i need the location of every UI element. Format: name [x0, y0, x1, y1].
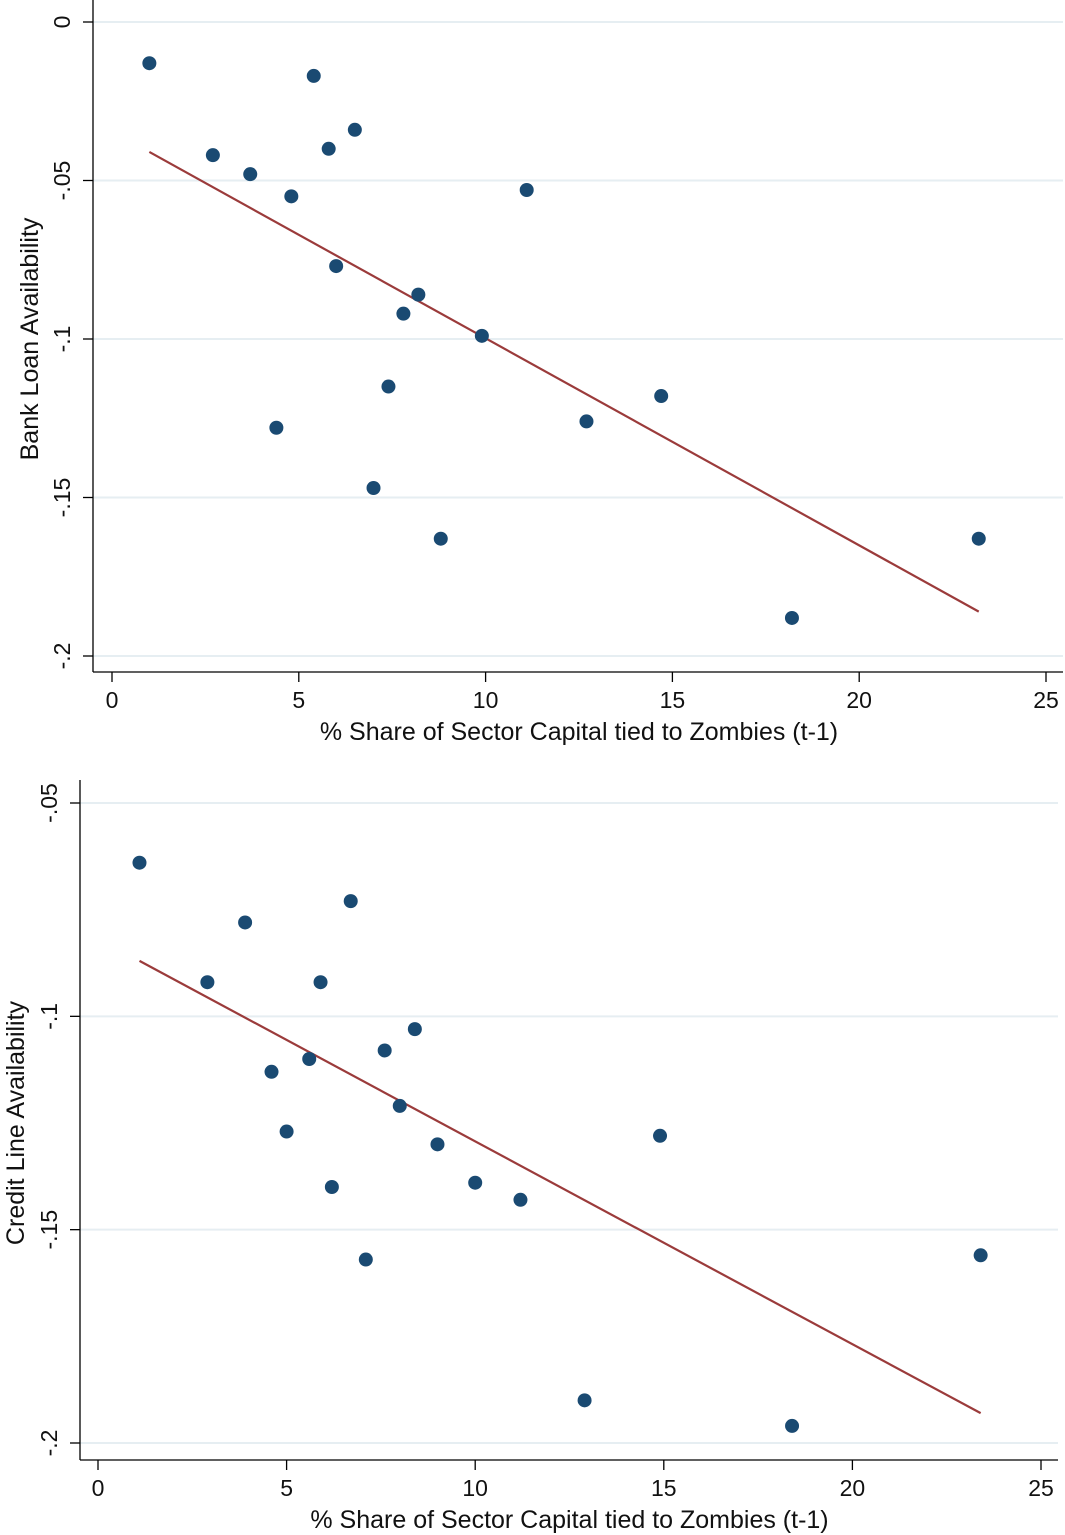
- x-tick-label: 0: [92, 1475, 105, 1501]
- data-point: [579, 414, 594, 429]
- y-tick-label: -.2: [36, 1430, 62, 1457]
- data-point: [238, 915, 253, 930]
- x-axis-title: % Share of Sector Capital tied to Zombie…: [310, 1506, 828, 1534]
- data-point: [132, 855, 147, 870]
- x-tick-label: 10: [473, 687, 499, 713]
- y-axis-title: Bank Loan Availability: [16, 217, 44, 460]
- data-point: [343, 894, 358, 909]
- data-point: [358, 1252, 373, 1267]
- data-point: [468, 1175, 483, 1190]
- data-point: [347, 122, 362, 137]
- x-tick-label: 15: [660, 687, 686, 713]
- data-point: [513, 1192, 528, 1207]
- data-point: [653, 1128, 668, 1143]
- data-point: [279, 1124, 294, 1139]
- x-tick-label: 25: [1033, 687, 1059, 713]
- y-tick-label: -.15: [49, 478, 75, 518]
- data-point: [654, 389, 669, 404]
- y-tick-label: 0: [49, 16, 75, 29]
- data-point: [302, 1052, 317, 1066]
- x-tick-label: 20: [840, 1475, 866, 1501]
- data-point: [142, 56, 157, 71]
- y-tick-label: -.2: [49, 643, 75, 670]
- x-tick-label: 15: [651, 1475, 677, 1501]
- data-point: [306, 68, 321, 83]
- y-tick-label: -.15: [36, 1210, 62, 1250]
- y-tick-label: -.1: [49, 326, 75, 353]
- data-point: [200, 975, 215, 990]
- fitted-line: [148, 151, 980, 613]
- x-tick-label: 5: [280, 1475, 293, 1501]
- data-point: [971, 531, 986, 546]
- data-point: [577, 1393, 592, 1408]
- data-point: [381, 379, 396, 394]
- data-point: [407, 1022, 422, 1037]
- data-point: [313, 975, 328, 990]
- data-point: [519, 183, 534, 198]
- data-point: [284, 189, 299, 204]
- data-point: [430, 1137, 445, 1152]
- data-point: [329, 259, 344, 274]
- fitted-line: [138, 959, 982, 1415]
- data-point: [243, 167, 258, 182]
- data-point: [324, 1180, 339, 1194]
- x-tick-label: 25: [1028, 1475, 1054, 1501]
- data-point: [433, 531, 448, 546]
- data-point: [264, 1064, 279, 1079]
- data-point: [474, 328, 489, 343]
- data-point: [392, 1098, 407, 1113]
- data-point: [205, 148, 220, 163]
- chart-bank-loan-availability: -.2 -.15 -.1 -.05 0 0 5 10 15 20 25 % Share of Sect…: [16, 0, 1063, 746]
- x-tick-label: 10: [462, 1475, 488, 1501]
- y-tick-label: -.1: [36, 1003, 62, 1030]
- data-point: [366, 480, 381, 495]
- x-tick-label: 0: [106, 687, 119, 713]
- data-point: [377, 1043, 392, 1058]
- data-point: [973, 1248, 988, 1263]
- y-axis-title: Credit Line Availability: [2, 1000, 30, 1245]
- data-point: [784, 610, 799, 625]
- x-tick-label: 5: [292, 687, 305, 713]
- chart-credit-line-availability: -.2 -.15 -.1 -.05 0 5 10 15 20 25 % Share of Secto…: [2, 780, 1058, 1534]
- x-axis-title: % Share of Sector Capital tied to Zombie…: [320, 718, 838, 746]
- x-tick-label: 20: [846, 687, 872, 713]
- data-point: [785, 1418, 800, 1433]
- data-point: [269, 420, 284, 435]
- y-tick-label: -.05: [36, 783, 62, 823]
- data-point: [321, 141, 336, 156]
- data-point: [411, 287, 426, 302]
- data-point: [396, 306, 411, 321]
- y-tick-label: -.05: [49, 161, 75, 201]
